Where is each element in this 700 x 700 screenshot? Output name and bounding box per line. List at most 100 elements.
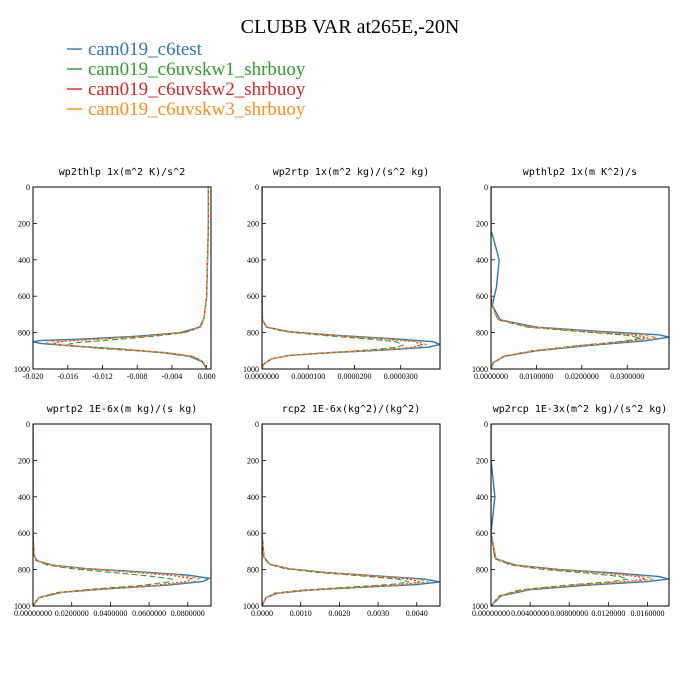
y-tick-label: 800 [247, 329, 259, 338]
x-tick-label: -0.020 [23, 372, 44, 381]
x-tick-label: 0.0000000 [245, 372, 279, 381]
y-tick-label: 200 [18, 456, 30, 465]
y-tick-label: 600 [18, 529, 30, 538]
y-tick-label: 200 [247, 456, 259, 465]
y-tick-label: 600 [476, 292, 488, 301]
panel-2: wp2rtp 1x(m^2 kg)/(s^2 kg) 0 200 400 600 800 1… [243, 167, 441, 381]
y-tick-label: 400 [247, 256, 259, 265]
y-tick-label: 1000 [14, 602, 30, 611]
series-line-3 [52, 187, 209, 369]
y-tick-label: 200 [476, 219, 488, 228]
series-line-2 [262, 424, 410, 606]
series-line-1 [491, 187, 669, 369]
x-tick-label: 0.0400000 [93, 609, 127, 618]
y-tick-label: 800 [247, 566, 259, 575]
y-tick-label: 1000 [243, 365, 259, 374]
y-tick-label: 0 [26, 183, 30, 192]
y-tick-label: 800 [18, 329, 30, 338]
panel-title: rcp2 1E-6x(kg^2)/(kg^2) [282, 404, 420, 415]
y-tick-label: 1000 [14, 365, 30, 374]
y-tick-label: 400 [18, 493, 30, 502]
x-tick-label: 0.0010 [290, 609, 312, 618]
panels: wp2thlp 1x(m^2 K)/s^202004006008001000-0… [14, 167, 670, 618]
y-tick-label: 400 [476, 493, 488, 502]
y-tick-label: 0 [26, 420, 30, 429]
y-tick-label: 1000 [243, 602, 259, 611]
x-tick-label: -0.008 [127, 372, 148, 381]
series-line-2 [491, 424, 629, 606]
series-line-3 [491, 424, 646, 606]
y-tick-label: 400 [476, 256, 488, 265]
x-tick-label: 0.0300000 [610, 372, 644, 381]
y-tick-label: 600 [247, 292, 259, 301]
plot-frame [32, 186, 212, 370]
legend-label: cam019_c6uvskw2_shrbuoy [88, 79, 306, 100]
x-tick-label: 0.00000000 [472, 609, 510, 618]
x-tick-label: 0.0100000 [519, 372, 553, 381]
y-tick-label: 600 [18, 292, 30, 301]
panel-title: wp2rtp 1x(m^2 kg)/(s^2 kg) [273, 167, 430, 178]
series-line-4 [262, 187, 428, 369]
panel-4: wprtp2 1E-6x(m kg)/(s kg) 0 200 400 600 800 10… [14, 404, 212, 618]
series-line-2 [67, 187, 209, 369]
series-line-2 [491, 187, 641, 369]
x-tick-label: 0.00000000 [14, 609, 52, 618]
x-tick-label: 0.0000000 [474, 372, 508, 381]
y-tick-label: 200 [18, 219, 30, 228]
plot-frame [261, 423, 441, 607]
legend-label: cam019_c6test [88, 39, 203, 60]
y-tick-label: 200 [247, 219, 259, 228]
series-line-4 [33, 424, 202, 606]
y-tick-label: 800 [476, 329, 488, 338]
x-tick-label: 0.0000300 [384, 372, 418, 381]
x-tick-label: 0.0000200 [337, 372, 371, 381]
legend: cam019_c6testcam019_c6uvskw1_shrbuoycam0… [67, 39, 306, 120]
x-tick-label: 0.0030 [367, 609, 389, 618]
series-line-1 [262, 424, 440, 606]
legend-label: cam019_c6uvskw3_shrbuoy [88, 99, 306, 120]
y-tick-label: 0 [484, 183, 488, 192]
y-tick-label: 800 [476, 566, 488, 575]
panel-5: rcp2 1E-6x(kg^2)/(kg^2) 0 200 400 600 800 1000… [243, 404, 441, 618]
y-tick-label: 400 [247, 493, 259, 502]
panel-title: wpthlp2 1x(m K^2)/s [523, 167, 637, 178]
x-tick-label: -0.012 [92, 372, 113, 381]
x-tick-label: 0.00800000 [550, 609, 588, 618]
y-tick-label: 0 [484, 420, 488, 429]
y-tick-label: 0 [255, 420, 259, 429]
panel-1: wp2thlp 1x(m^2 K)/s^202004006008001000-0… [14, 167, 216, 381]
series-line-2 [33, 424, 174, 606]
series-line-4 [45, 187, 209, 369]
x-tick-label: 0.0000100 [291, 372, 325, 381]
panel-title: wp2thlp 1x(m^2 K)/s^2 [59, 167, 185, 178]
y-tick-label: 1000 [472, 602, 488, 611]
panel-title: wp2rcp 1E-3x(m^2 kg)/(s^2 kg) [493, 404, 668, 415]
y-tick-label: 600 [476, 529, 488, 538]
x-tick-label: 0.000 [198, 372, 216, 381]
x-tick-label: 0.0020 [328, 609, 350, 618]
x-tick-label: 0.0200000 [565, 372, 599, 381]
series-line-1 [33, 424, 211, 606]
series-line-4 [262, 424, 429, 606]
x-tick-label: 0.0600000 [132, 609, 166, 618]
series-line-4 [491, 187, 657, 369]
series-line-3 [262, 187, 424, 369]
x-tick-label: 0.0200000 [55, 609, 89, 618]
x-tick-label: 0.00400000 [511, 609, 549, 618]
x-tick-label: 0.0120000 [591, 609, 625, 618]
panel-3: wpthlp2 1x(m K^2)/s 0 200 400 600 800 10000.00… [472, 167, 670, 381]
plot-frame [261, 186, 441, 370]
legend-label: cam019_c6uvskw1_shrbuoy [88, 59, 306, 80]
y-tick-label: 0 [255, 183, 259, 192]
panel-title: wprtp2 1E-6x(m kg)/(s kg) [47, 404, 198, 415]
x-tick-label: 0.0000 [251, 609, 273, 618]
plot-frame [32, 423, 212, 607]
y-tick-label: 600 [247, 529, 259, 538]
x-tick-label: 0.0800000 [171, 609, 205, 618]
x-tick-label: -0.004 [162, 372, 183, 381]
y-tick-label: 800 [18, 566, 30, 575]
y-tick-label: 1000 [472, 365, 488, 374]
x-tick-label: -0.016 [57, 372, 78, 381]
figure-title: CLUBB VAR at265E,-20N [241, 16, 460, 38]
